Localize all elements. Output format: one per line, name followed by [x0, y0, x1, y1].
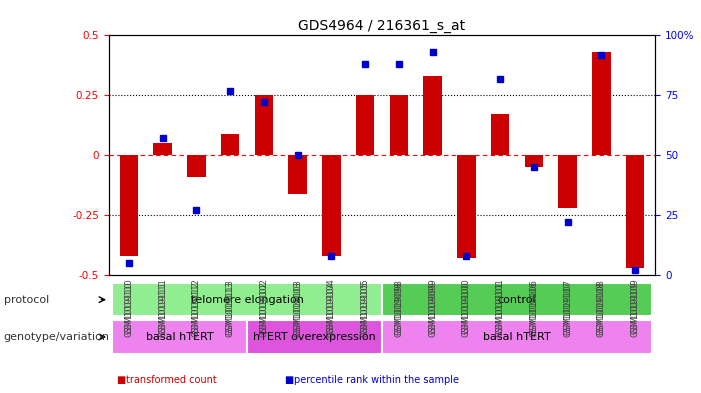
Text: GSM1019101: GSM1019101: [496, 279, 505, 334]
Text: GSM1019098: GSM1019098: [395, 281, 403, 337]
Bar: [592, 52, 611, 155]
Text: GSM1019105: GSM1019105: [361, 279, 369, 334]
Bar: [524, 155, 543, 167]
Text: GSM1019110: GSM1019110: [124, 281, 133, 337]
Text: GSM1019108: GSM1019108: [597, 281, 606, 337]
Bar: [382, 283, 652, 316]
Text: hTERT overexpression: hTERT overexpression: [253, 332, 376, 342]
Text: GSM1019107: GSM1019107: [563, 279, 572, 334]
Text: GSM1019098: GSM1019098: [395, 279, 403, 334]
Text: GSM1019102: GSM1019102: [259, 279, 268, 334]
Text: protocol: protocol: [4, 295, 49, 305]
Bar: [112, 283, 382, 316]
Text: GSM1019100: GSM1019100: [462, 279, 471, 334]
Bar: [288, 155, 307, 194]
Text: GSM1019106: GSM1019106: [529, 279, 538, 334]
Text: GSM1019106: GSM1019106: [529, 281, 538, 337]
Bar: [356, 95, 374, 155]
Text: GSM1019104: GSM1019104: [327, 281, 336, 337]
Text: GSM1019111: GSM1019111: [158, 281, 167, 337]
Bar: [254, 95, 273, 155]
Text: GSM1019107: GSM1019107: [563, 281, 572, 337]
Bar: [187, 155, 205, 177]
Text: GSM1019112: GSM1019112: [192, 281, 201, 337]
Text: ■: ■: [284, 375, 293, 385]
Text: GSM1019112: GSM1019112: [192, 279, 201, 334]
Text: GSM1019100: GSM1019100: [462, 281, 471, 337]
Text: GSM1019110: GSM1019110: [124, 279, 133, 334]
Text: GSM1019109: GSM1019109: [631, 281, 640, 337]
Text: GSM1019099: GSM1019099: [428, 279, 437, 334]
Text: control: control: [498, 295, 536, 305]
Text: basal hTERT: basal hTERT: [146, 332, 213, 342]
Text: GSM1019101: GSM1019101: [496, 281, 505, 337]
Text: GSM1019105: GSM1019105: [361, 281, 369, 337]
Text: genotype/variation: genotype/variation: [4, 332, 109, 342]
Bar: [382, 320, 652, 354]
Bar: [390, 95, 408, 155]
Text: telomere elongation: telomere elongation: [191, 295, 304, 305]
Text: GSM1019104: GSM1019104: [327, 279, 336, 334]
Text: GSM1019111: GSM1019111: [158, 279, 167, 334]
Bar: [322, 155, 341, 256]
Bar: [626, 155, 644, 268]
Text: ■: ■: [116, 375, 125, 385]
Text: GSM1019113: GSM1019113: [226, 279, 235, 334]
Bar: [154, 143, 172, 155]
Text: basal hTERT: basal hTERT: [483, 332, 551, 342]
Text: GSM1019113: GSM1019113: [226, 281, 235, 337]
Text: GSM1019102: GSM1019102: [259, 281, 268, 337]
Text: GSM1019099: GSM1019099: [428, 281, 437, 337]
Bar: [423, 76, 442, 155]
Text: GSM1019103: GSM1019103: [293, 279, 302, 334]
Bar: [221, 134, 240, 155]
Bar: [247, 320, 382, 354]
Title: GDS4964 / 216361_s_at: GDS4964 / 216361_s_at: [299, 19, 465, 33]
Bar: [112, 320, 247, 354]
Bar: [491, 114, 510, 155]
Text: transformed count: transformed count: [126, 375, 217, 385]
Text: GSM1019109: GSM1019109: [631, 279, 640, 334]
Bar: [559, 155, 577, 208]
Bar: [120, 155, 138, 256]
Text: GSM1019103: GSM1019103: [293, 281, 302, 337]
Text: GSM1019108: GSM1019108: [597, 279, 606, 334]
Text: percentile rank within the sample: percentile rank within the sample: [294, 375, 459, 385]
Bar: [457, 155, 476, 258]
